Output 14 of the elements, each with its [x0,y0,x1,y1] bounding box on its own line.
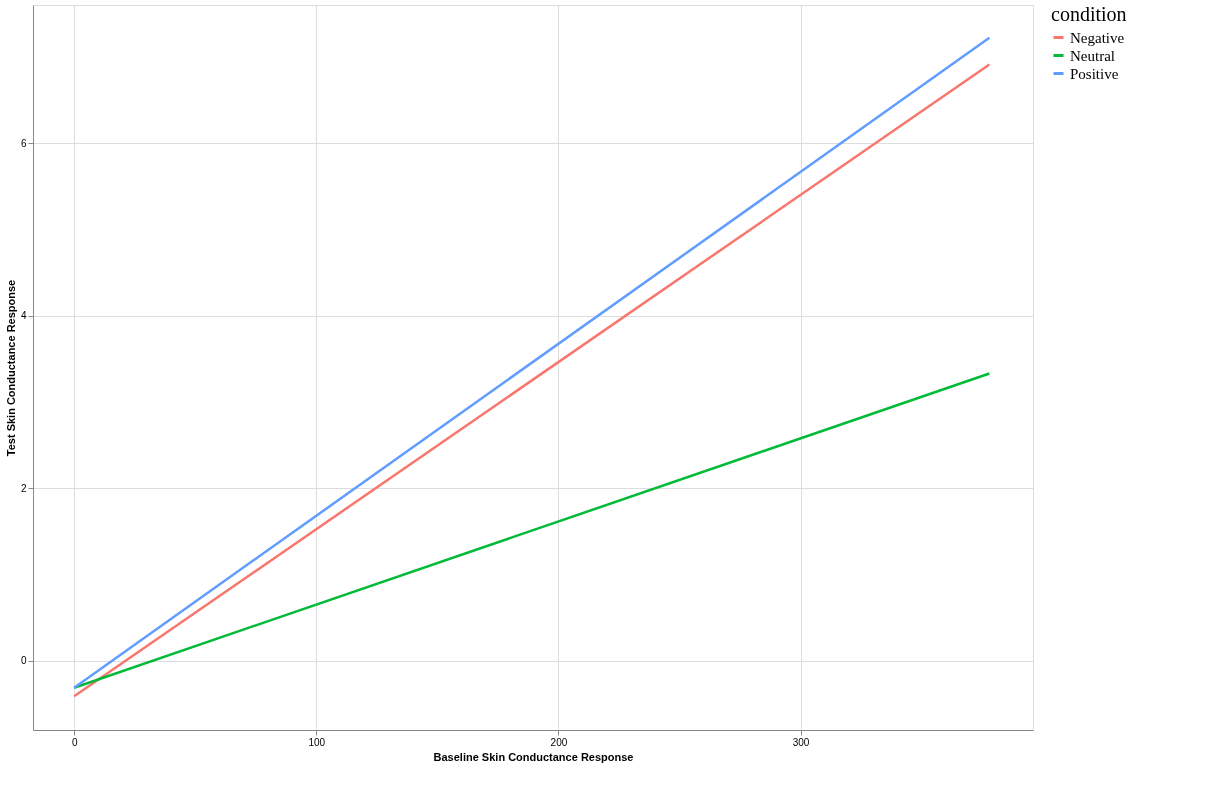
legend-label: Neutral [1070,47,1115,64]
legend-title: condition [1051,3,1127,25]
y-tick-label: 2 [20,482,27,494]
y-tick-label: 4 [20,310,27,322]
y-axis-title: Test Skin Conductance Response [4,279,17,457]
y-tick-label: 6 [20,137,27,149]
x-axis-title: Baseline Skin Conductance Response [433,750,634,763]
y-tick-label: 0 [20,655,27,667]
x-tick-label: 0 [71,736,78,748]
legend-label: Negative [1070,29,1125,46]
x-tick-label: 300 [792,736,810,748]
x-tick-label: 100 [308,736,326,748]
legend-label: Positive [1070,65,1119,82]
x-tick-label: 200 [550,736,568,748]
